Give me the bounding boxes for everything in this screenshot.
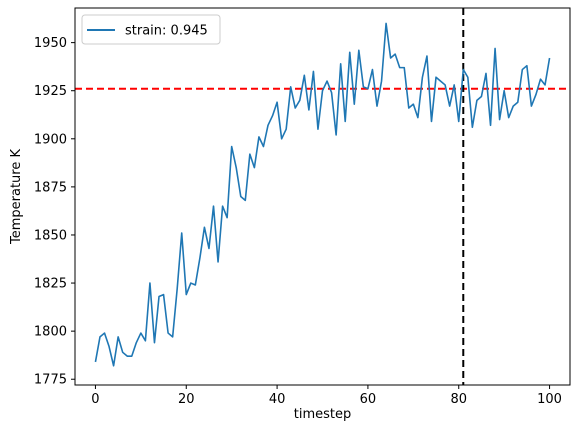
x-ticks: 0 20 40 60 80 100: [91, 385, 562, 407]
y-tick-label: 1850: [34, 228, 67, 243]
axes-frame: [74, 7, 571, 386]
y-tick-label: 1925: [34, 84, 67, 99]
series-line: [94, 22, 551, 367]
y-tick-label: 1825: [34, 277, 67, 292]
y-tick-label: 1950: [34, 36, 67, 51]
x-tick-label: 40: [269, 392, 286, 407]
x-tick-label: 100: [537, 392, 562, 407]
y-tick-label: 1900: [34, 132, 67, 147]
x-tick-label: 60: [360, 392, 377, 407]
y-tick-label: 1800: [34, 325, 67, 340]
legend: strain: 0.945: [81, 14, 221, 45]
x-tick-label: 0: [91, 392, 99, 407]
legend-entry: strain: 0.945: [125, 24, 208, 39]
y-tick-label: 1775: [34, 373, 67, 388]
y-axis-label: Temperature K: [9, 149, 24, 245]
legend-box: [81, 14, 221, 45]
x-axis-label: timestep: [294, 407, 352, 422]
y-tick-label: 1875: [34, 180, 67, 195]
x-tick-label: 20: [178, 392, 195, 407]
y-ticks: 1775 1800 1825 1850 1875 1900 1925 1950: [34, 36, 75, 388]
series-layer: [94, 22, 551, 367]
x-tick-label: 80: [450, 392, 467, 407]
